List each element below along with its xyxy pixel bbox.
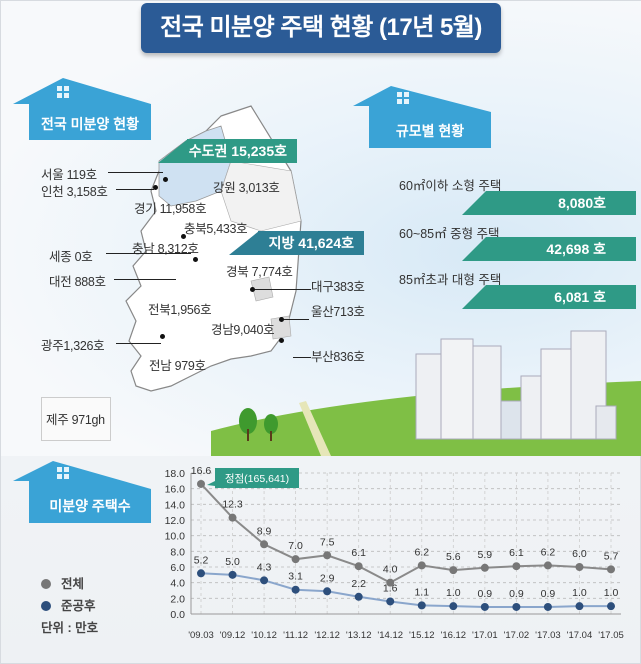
chart-legend: 전체 준공후 단위 : 만호 (41, 573, 98, 639)
region-label-busan: 부산836호 (311, 350, 365, 364)
svg-text:6.0: 6.0 (572, 548, 587, 560)
svg-text:7.0: 7.0 (288, 540, 303, 552)
svg-text:'10.12: '10.12 (251, 630, 277, 641)
region-label-seoul: 서울 119호 (41, 168, 97, 182)
region-label-jeonnam: 전남 979호 (149, 359, 206, 373)
size-medium-value: 42,698 호 (462, 237, 636, 261)
svg-text:'17.01: '17.01 (472, 630, 498, 641)
size-small-value: 8,080호 (462, 191, 636, 215)
region-label-chungnam: 충남 8,312호 (132, 242, 199, 256)
tag-arrow-icon (158, 139, 188, 163)
house-icon (13, 78, 151, 140)
korea-map (125, 105, 302, 392)
svg-text:'11.12: '11.12 (283, 630, 308, 641)
region-label-chungbuk: 충북5,433호 (184, 222, 248, 236)
jeju-inset (41, 397, 111, 441)
region-label-daegu: 대구383호 (311, 280, 365, 294)
tag-arrow-icon (229, 231, 259, 255)
region-label-incheon: 인천 3,158호 (41, 185, 108, 199)
svg-text:0.0: 0.0 (170, 609, 185, 621)
buildings-illustration (211, 330, 641, 456)
svg-text:5.0: 5.0 (225, 556, 240, 568)
capital-region-tag: 수도권 15,235호 (187, 139, 297, 163)
svg-text:6.1: 6.1 (351, 547, 366, 559)
svg-text:1.1: 1.1 (414, 586, 429, 598)
region-label-gyeongbuk: 경북 7,774호 (226, 265, 293, 279)
svg-text:14.0: 14.0 (165, 499, 186, 511)
section-size-title: 규모별 현황 (395, 123, 465, 139)
svg-text:4.0: 4.0 (383, 564, 398, 576)
svg-text:0.9: 0.9 (541, 588, 556, 600)
region-label-gangwon: 강원 3,013호 (213, 181, 280, 195)
svg-text:18.0: 18.0 (165, 468, 186, 480)
house-icon (353, 86, 491, 148)
svg-text:'15.12: '15.12 (409, 630, 435, 641)
svg-text:6.2: 6.2 (541, 546, 556, 558)
svg-text:'14.12: '14.12 (377, 630, 403, 641)
svg-text:5.6: 5.6 (446, 551, 461, 563)
size-small-label: 60㎡이하 소형 주택 (399, 179, 502, 193)
page-title: 전국 미분양 주택 현황 (17년 5월) (141, 3, 501, 53)
svg-text:5.7: 5.7 (604, 550, 619, 562)
size-large-value: 6,081 호 (462, 285, 636, 309)
svg-text:7.5: 7.5 (320, 536, 335, 548)
svg-text:1.0: 1.0 (572, 587, 587, 599)
size-large-label: 85㎡초과 대형 주택 (399, 273, 502, 287)
svg-text:1.6: 1.6 (383, 582, 398, 594)
region-label-gyeonggi: 경기 11,958호 (134, 202, 207, 216)
svg-text:'17.05: '17.05 (598, 630, 624, 641)
svg-text:16.6: 16.6 (191, 465, 212, 477)
svg-text:'17.04: '17.04 (567, 630, 593, 641)
legend-total-label: 전체 (61, 577, 85, 591)
region-label-jeonbuk: 전북1,956호 (148, 303, 212, 317)
svg-text:'09.03: '09.03 (188, 630, 214, 641)
legend-dot-after (41, 601, 51, 611)
svg-text:정점(165,641): 정점(165,641) (225, 473, 289, 485)
svg-text:'13.12: '13.12 (346, 630, 372, 641)
region-label-gwangju: 광주1,326호 (41, 339, 105, 353)
svg-text:'16.12: '16.12 (441, 630, 467, 641)
svg-text:'17.02: '17.02 (504, 630, 530, 641)
svg-text:2.9: 2.9 (320, 572, 335, 584)
svg-text:6.0: 6.0 (170, 562, 185, 574)
svg-text:4.0: 4.0 (170, 578, 185, 590)
svg-text:0.9: 0.9 (509, 588, 524, 600)
line-chart: 0.0 2.0 4.0 6.0 8.0 10.0 12.0 14.0 16.0 18.0 '09.0… (165, 465, 624, 641)
svg-text:5.2: 5.2 (194, 554, 209, 566)
svg-text:6.2: 6.2 (414, 546, 429, 558)
local-region-tag: 지방 41,624호 (258, 231, 364, 255)
region-label-sejong: 세종 0호 (49, 250, 93, 264)
region-label-jeju: 제주 971gh (46, 413, 105, 427)
legend-after-label: 준공후 (61, 599, 96, 613)
house-icon (13, 461, 151, 523)
svg-text:6.1: 6.1 (509, 547, 524, 559)
svg-text:12.3: 12.3 (222, 499, 243, 511)
section-count-title: 미분양 주택수 (49, 498, 131, 514)
svg-text:8.9: 8.9 (257, 525, 272, 537)
svg-text:12.0: 12.0 (165, 515, 186, 527)
svg-text:4.3: 4.3 (257, 561, 272, 573)
svg-text:8.0: 8.0 (170, 546, 185, 558)
region-label-daejeon: 대전 888호 (49, 275, 106, 289)
svg-text:0.9: 0.9 (478, 588, 493, 600)
svg-text:10.0: 10.0 (165, 531, 186, 543)
region-label-ulsan: 울산713호 (311, 305, 365, 319)
svg-text:'12.12: '12.12 (314, 630, 340, 641)
svg-text:1.0: 1.0 (446, 587, 461, 599)
svg-text:3.1: 3.1 (288, 571, 303, 583)
legend-dot-total (41, 579, 51, 589)
svg-text:16.0: 16.0 (165, 484, 186, 496)
region-label-gyeongnam: 경남9,040호 (211, 323, 275, 337)
section-national-title: 전국 미분양 현황 (41, 116, 139, 132)
unit-label: 단위 : 만호 (41, 621, 99, 635)
svg-text:5.9: 5.9 (478, 549, 493, 561)
svg-text:2.2: 2.2 (351, 578, 366, 590)
svg-text:1.0: 1.0 (604, 587, 619, 599)
svg-text:'09.12: '09.12 (220, 630, 246, 641)
svg-text:2.0: 2.0 (170, 593, 185, 605)
svg-text:'17.03: '17.03 (535, 630, 561, 641)
